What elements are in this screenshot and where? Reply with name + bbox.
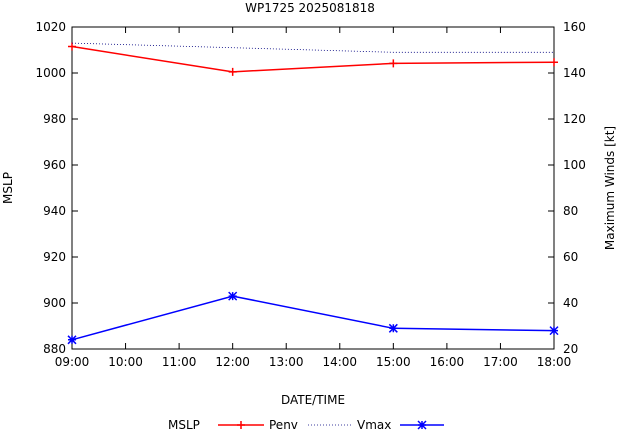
y-right-tick-label: 140 [563,66,586,80]
y-left-tick-label: 1000 [35,66,66,80]
y-left-tick-label: 960 [43,158,66,172]
legend-title: MSLP [168,418,200,432]
x-tick-label: 15:00 [376,355,411,369]
series-line-vmax [71,295,555,341]
y-axis-right: 20 40 60 80 100 120 140 160 [548,20,586,356]
legend-label-penv: Penv [269,418,298,432]
x-tick-label: 10:00 [108,355,143,369]
y-right-tick-label: 120 [563,112,586,126]
point-penv [68,42,76,51]
y-left-tick-label: 1020 [35,20,66,34]
x-tick-label: 11:00 [162,355,197,369]
series-line-dotted [71,42,554,53]
chart-title: WP1725 2025081818 [245,1,375,15]
x-tick-label: 09:00 [55,355,90,369]
legend-marker-penv [237,421,245,429]
y-right-tick-label: 160 [563,20,586,34]
x-tick-label: 13:00 [269,355,304,369]
series-layer [67,42,559,345]
y-right-tick-label: 60 [563,250,578,264]
legend-marker-vmax [417,420,427,430]
y-left-tick-label: 920 [43,250,66,264]
x-axis-label: DATE/TIME [281,393,345,407]
x-tick-label: 18:00 [537,355,572,369]
y-left-tick-label: 940 [43,204,66,218]
point-vmax [67,335,77,345]
point-penv [550,58,558,67]
x-tick-label: 17:00 [483,355,518,369]
point-vmax [549,326,559,336]
y-axis-left: 880 900 920 940 960 980 1000 1020 [35,20,78,356]
y-left-tick-label: 900 [43,296,66,310]
x-tick-label: 12:00 [215,355,250,369]
y-right-tick-label: 100 [563,158,586,172]
x-tick-label: 14:00 [322,355,357,369]
y-right-tick-label: 80 [563,204,578,218]
point-penv [389,59,398,68]
x-tick-label: 16:00 [430,355,465,369]
y-axis-left-label: MSLP [1,172,15,204]
y-left-tick-label: 880 [43,342,66,356]
y-axis-right-label: Maximum Winds [kt] [603,126,617,250]
y-left-tick-label: 980 [43,112,66,126]
point-vmax [228,291,238,301]
plot-area [71,26,555,350]
legend: MSLP Penv Vmax [168,418,444,432]
x-axis: 09:00 10:00 11:00 12:00 13:00 14:00 15:00 16:00… [55,27,572,369]
y-right-tick-label: 40 [563,296,578,310]
point-vmax [388,323,398,333]
point-penv [228,67,237,76]
series-line-penv [71,45,555,73]
y-right-tick-label: 20 [563,342,578,356]
legend-label-vmax: Vmax [357,418,391,432]
